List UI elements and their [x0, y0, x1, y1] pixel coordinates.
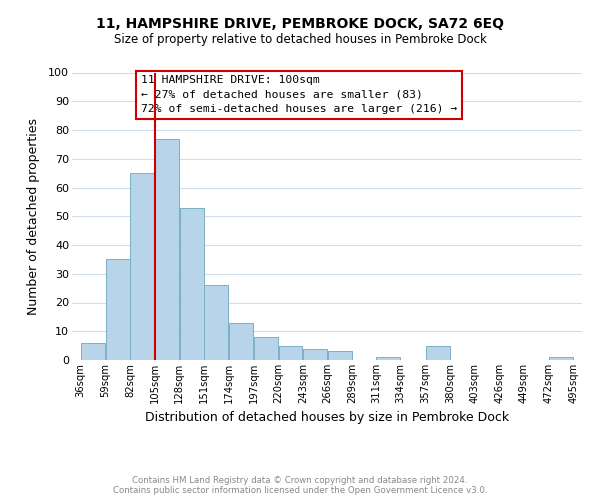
Bar	[303, 348, 327, 360]
Bar	[130, 173, 154, 360]
X-axis label: Distribution of detached houses by size in Pembroke Dock: Distribution of detached houses by size …	[145, 412, 509, 424]
Bar	[254, 337, 278, 360]
Bar	[425, 346, 449, 360]
Bar	[278, 346, 302, 360]
Bar	[328, 352, 352, 360]
Text: 11, HAMPSHIRE DRIVE, PEMBROKE DOCK, SA72 6EQ: 11, HAMPSHIRE DRIVE, PEMBROKE DOCK, SA72…	[96, 18, 504, 32]
Y-axis label: Number of detached properties: Number of detached properties	[27, 118, 40, 315]
Bar	[155, 138, 179, 360]
Bar	[205, 285, 229, 360]
Bar	[81, 343, 105, 360]
Text: Contains public sector information licensed under the Open Government Licence v3: Contains public sector information licen…	[113, 486, 487, 495]
Text: Contains HM Land Registry data © Crown copyright and database right 2024.: Contains HM Land Registry data © Crown c…	[132, 476, 468, 485]
Text: Size of property relative to detached houses in Pembroke Dock: Size of property relative to detached ho…	[113, 32, 487, 46]
Bar	[180, 208, 203, 360]
Bar	[229, 322, 253, 360]
Bar	[549, 357, 573, 360]
Bar	[106, 260, 130, 360]
Text: 11 HAMPSHIRE DRIVE: 100sqm
← 27% of detached houses are smaller (83)
72% of semi: 11 HAMPSHIRE DRIVE: 100sqm ← 27% of deta…	[141, 76, 457, 114]
Bar	[376, 357, 400, 360]
